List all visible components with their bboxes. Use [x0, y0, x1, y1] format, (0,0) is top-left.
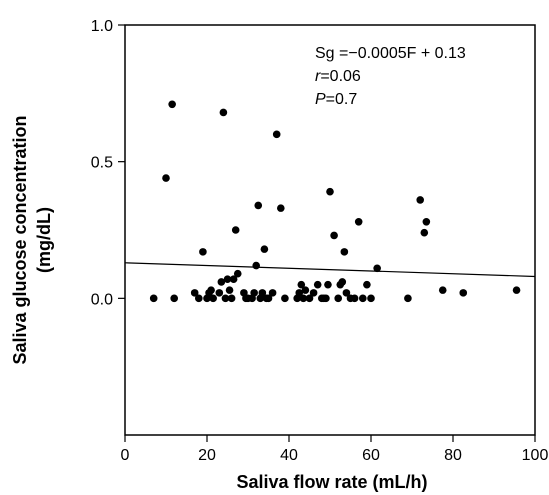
data-point — [252, 261, 260, 270]
data-point — [272, 130, 281, 139]
regression-line — [124, 262, 536, 278]
data-point — [215, 289, 224, 297]
data-point — [512, 286, 521, 294]
data-points — [149, 100, 521, 303]
data-point — [227, 294, 236, 303]
data-point — [223, 275, 232, 284]
data-point — [264, 294, 273, 303]
y-axis-ticks: 0.0 0.5 1.0 — [91, 18, 125, 308]
data-point — [322, 294, 330, 303]
y-tick-label: 0.0 — [91, 291, 113, 308]
x-tick-label: 60 — [362, 447, 380, 464]
r-annotation: r=0.06 — [315, 68, 361, 85]
data-point — [309, 289, 318, 297]
data-point — [305, 294, 314, 303]
data-point — [416, 196, 425, 204]
data-point — [258, 289, 267, 297]
data-point — [404, 294, 412, 303]
p-symbol: P — [315, 91, 326, 108]
data-point — [250, 289, 258, 297]
data-point — [277, 204, 285, 212]
data-point — [438, 286, 447, 294]
x-tick-label: 40 — [280, 447, 298, 464]
r-symbol: r — [315, 68, 321, 85]
x-axis-label: Saliva flow rate (mL/h) — [236, 472, 427, 492]
data-point — [350, 294, 359, 303]
x-axis-ticks: 0 20 40 60 80 100 — [121, 435, 549, 464]
y-axis-label-line2: (mg/dL) — [34, 207, 54, 273]
equation-annotation: Sg =−0.0005F + 0.13 — [315, 45, 466, 62]
data-point — [299, 294, 308, 303]
data-point — [422, 218, 431, 226]
x-tick-label: 80 — [444, 447, 462, 464]
data-point — [281, 294, 289, 303]
data-point — [195, 294, 203, 303]
data-point — [340, 248, 349, 256]
data-point — [363, 280, 371, 289]
data-point — [338, 278, 347, 286]
p-value: =0.7 — [326, 91, 358, 108]
data-point — [254, 201, 263, 210]
x-tick-label: 20 — [198, 447, 216, 464]
data-point — [260, 245, 269, 253]
data-point — [221, 294, 230, 303]
data-point — [209, 294, 217, 303]
x-tick-label: 100 — [522, 447, 549, 464]
data-point — [207, 286, 215, 294]
data-point — [326, 187, 334, 196]
data-point — [217, 278, 226, 286]
data-point — [190, 289, 199, 297]
data-point — [354, 218, 363, 226]
data-point — [295, 289, 304, 297]
data-point — [342, 289, 351, 297]
data-point — [231, 226, 240, 234]
data-point — [324, 280, 332, 289]
y-axis-label-line1: Saliva glucose concentration — [10, 115, 30, 364]
data-point — [229, 275, 238, 284]
data-point — [420, 228, 429, 237]
data-point — [233, 269, 242, 278]
data-point — [199, 248, 207, 256]
data-point — [170, 294, 178, 303]
data-point — [459, 289, 468, 297]
data-point — [297, 280, 306, 289]
y-tick-label: 0.5 — [91, 155, 113, 172]
data-point — [149, 294, 158, 303]
data-point — [367, 294, 375, 303]
data-point — [162, 174, 170, 182]
data-point — [225, 286, 234, 294]
data-point — [168, 100, 176, 109]
data-point — [268, 289, 277, 297]
data-point — [359, 294, 367, 303]
data-point — [313, 280, 322, 289]
data-point — [330, 231, 338, 240]
data-point — [373, 264, 381, 273]
plot-area-frame — [124, 24, 536, 436]
data-point — [219, 108, 228, 117]
r-value: =0.06 — [320, 68, 361, 85]
data-point — [301, 286, 310, 294]
x-tick-label: 0 — [121, 447, 130, 464]
p-annotation: P=0.7 — [315, 91, 357, 108]
data-point — [334, 294, 343, 303]
y-tick-label: 1.0 — [91, 18, 113, 35]
